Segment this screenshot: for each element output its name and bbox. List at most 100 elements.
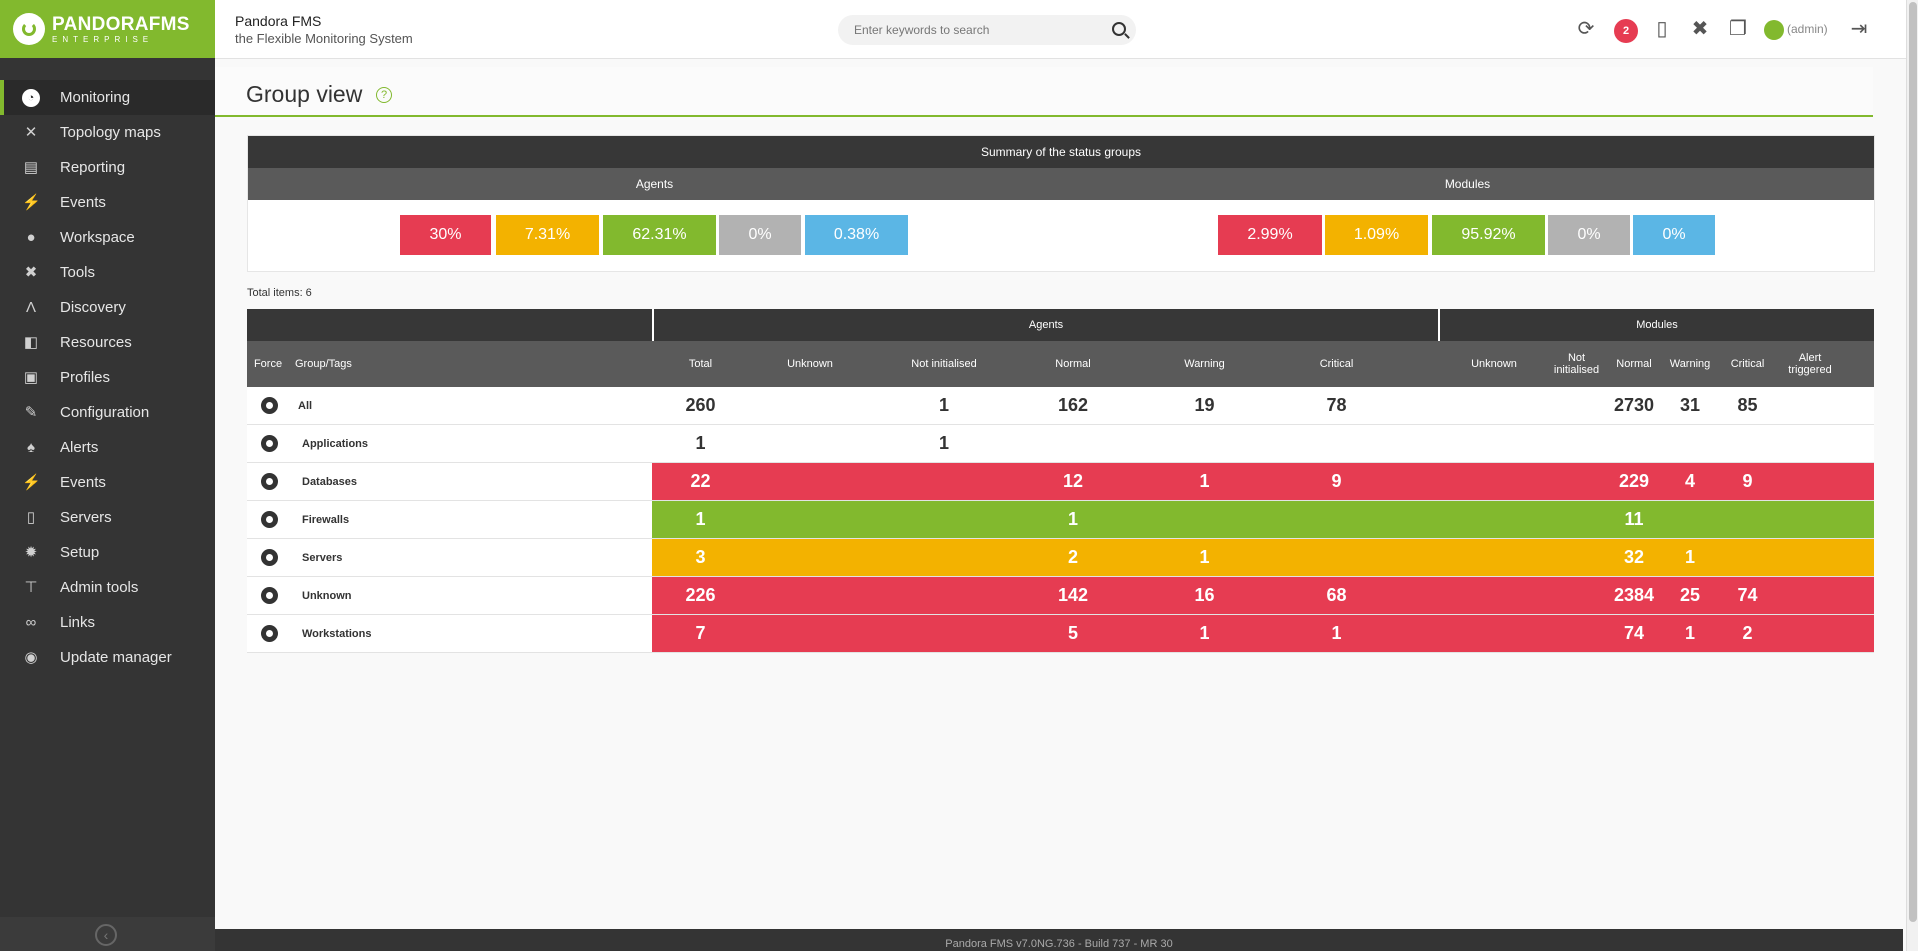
sidebar-item-links[interactable]: ∞ Links [0, 605, 215, 640]
cell-m-critical[interactable]: 74 [1737, 585, 1758, 605]
cell-normal[interactable]: 1 [1067, 509, 1078, 529]
sidebar-item-servers[interactable]: ▯ Servers [0, 500, 215, 535]
table-row[interactable]: Servers 3 2 1 32 1 [247, 539, 1874, 577]
force-refresh-radio[interactable] [261, 511, 278, 528]
sidebar-item-reporting[interactable]: ▤ Reporting [0, 150, 215, 185]
refresh-icon[interactable]: ⟳ [1577, 18, 1595, 40]
sidebar-item-workspace[interactable]: ● Workspace [0, 220, 215, 255]
server-status-icon[interactable]: ▯ [1656, 18, 1668, 40]
cell-normal[interactable]: 12 [1062, 471, 1084, 491]
cell-critical[interactable]: 9 [1331, 471, 1342, 491]
cell-m-warning[interactable]: 25 [1679, 585, 1701, 605]
cell-warning[interactable]: 1 [1199, 471, 1210, 491]
group-name-link[interactable]: Servers [302, 551, 343, 564]
cell-total[interactable]: 260 [685, 395, 716, 415]
sidebar-item-alerts[interactable]: ♠ Alerts [0, 430, 215, 465]
header-m-critical: Critical [1730, 358, 1765, 370]
cell-critical[interactable]: 78 [1326, 395, 1347, 415]
cell-not-init[interactable]: 1 [938, 395, 949, 415]
cell-m-warning[interactable]: 4 [1684, 471, 1695, 491]
group-name-link[interactable]: Unknown [302, 589, 352, 602]
table-row[interactable]: Applications 1 1 [247, 425, 1874, 463]
search-box[interactable] [838, 15, 1136, 45]
cell-total[interactable]: 1 [695, 509, 706, 529]
force-refresh-radio[interactable] [261, 473, 278, 490]
logout-icon[interactable]: ⇥ [1850, 18, 1868, 40]
cell-warning[interactable]: 16 [1194, 585, 1215, 605]
force-refresh-radio[interactable] [261, 549, 278, 566]
sidebar-item-discovery[interactable]: Λ Discovery [0, 290, 215, 325]
tools-icon[interactable]: ✖ [1691, 18, 1709, 40]
cell-warning[interactable]: 19 [1194, 395, 1215, 415]
cell-normal[interactable]: 5 [1067, 623, 1078, 643]
table-row[interactable]: Firewalls 1 1 11 [247, 501, 1874, 539]
sidebar-item-configuration[interactable]: ✎ Configuration [0, 395, 215, 430]
cell-normal[interactable]: 162 [1057, 395, 1089, 415]
cell-total[interactable]: 3 [695, 547, 706, 567]
cell-m-warning[interactable]: 1 [1684, 547, 1695, 567]
sidebar-item-setup[interactable]: ✹ Setup [0, 535, 215, 570]
help-icon[interactable]: ? [376, 87, 392, 103]
sidebar-item-admin-tools[interactable]: ⊤ Admin tools [0, 570, 215, 605]
collapse-sidebar-icon[interactable]: ‹ [95, 924, 117, 946]
cell-m-normal[interactable]: 11 [1624, 509, 1644, 529]
header-force: Force [253, 358, 283, 370]
cell-m-normal[interactable]: 32 [1623, 547, 1645, 567]
sidebar-item-label: Alerts [60, 439, 99, 456]
cell-m-normal[interactable]: 2730 [1613, 395, 1655, 415]
table-row[interactable]: Workstations 7 5 1 1 74 1 2 [247, 615, 1874, 653]
cell-m-critical[interactable]: 85 [1737, 395, 1758, 415]
cell-m-normal[interactable]: 229 [1618, 471, 1650, 491]
sidebar-item-events[interactable]: ⚡ Events [0, 185, 215, 220]
force-refresh-radio[interactable] [261, 397, 278, 414]
scrollbar-thumb[interactable] [1909, 2, 1917, 922]
cell-m-normal[interactable]: 2384 [1613, 585, 1655, 605]
copy-icon[interactable]: ❐ [1729, 18, 1747, 40]
user-name[interactable]: (admin) [1787, 22, 1828, 36]
cell-m-warning[interactable]: 1 [1684, 623, 1695, 643]
cell-warning[interactable]: 1 [1199, 547, 1210, 567]
search-icon[interactable] [1112, 22, 1126, 36]
sidebar-item-monitoring[interactable]: ◔ Monitoring [0, 80, 215, 115]
group-name-link[interactable]: Firewalls [302, 513, 350, 526]
sidebar-item-profiles[interactable]: ▣ Profiles [0, 360, 215, 395]
scrollbar[interactable] [1906, 0, 1918, 951]
force-refresh-radio[interactable] [261, 625, 278, 642]
group-name-link[interactable]: Databases [302, 475, 358, 488]
pandora-logo[interactable]: PANDORAFMS ENTERPRISE [0, 0, 215, 58]
cell-warning[interactable]: 1 [1199, 623, 1210, 643]
group-name-link[interactable]: Applications [302, 437, 369, 450]
cell-critical[interactable]: 68 [1326, 585, 1347, 605]
cell-total[interactable]: 22 [690, 471, 711, 491]
notification-badge[interactable]: 2 [1614, 19, 1638, 43]
cell-total[interactable]: 226 [685, 585, 716, 605]
force-refresh-radio[interactable] [261, 435, 278, 452]
cell-m-critical[interactable]: 2 [1742, 623, 1753, 643]
cell-m-critical[interactable]: 9 [1742, 471, 1753, 491]
cell-critical[interactable]: 1 [1331, 623, 1342, 643]
avatar[interactable] [1764, 19, 1784, 40]
cell-total[interactable]: 1 [695, 433, 706, 453]
cell-total[interactable]: 7 [695, 623, 706, 643]
sidebar-item-tools[interactable]: ✖ Tools [0, 255, 215, 290]
force-refresh-radio[interactable] [261, 587, 278, 604]
table-row[interactable]: All 260 1 162 19 78 2730 31 85 [247, 387, 1874, 425]
cell-unknown [749, 615, 871, 652]
sidebar-item-update-manager[interactable]: ◉ Update manager [0, 640, 215, 675]
sidebar-item-label: Configuration [60, 404, 150, 421]
table-row[interactable]: Databases 22 12 1 9 229 4 9 [247, 463, 1874, 501]
events-admin-icon: ⚡ [22, 473, 41, 491]
cell-m-warning[interactable]: 31 [1679, 395, 1701, 415]
user-menu[interactable]: (admin) [1764, 18, 1828, 40]
table-row[interactable]: Unknown 226 142 16 68 2384 25 74 [247, 577, 1874, 615]
sidebar-item-events[interactable]: ⚡ Events [0, 465, 215, 500]
group-name-link[interactable]: Workstations [302, 627, 372, 640]
cell-m-normal[interactable]: 74 [1623, 623, 1645, 643]
search-input[interactable] [852, 22, 1096, 38]
sidebar-item-resources[interactable]: ◧ Resources [0, 325, 215, 360]
cell-normal[interactable]: 142 [1057, 585, 1089, 605]
sidebar-item-topology-maps[interactable]: ✕ Topology maps [0, 115, 215, 150]
cell-normal[interactable]: 2 [1067, 547, 1078, 567]
cell-not-init[interactable]: 1 [938, 433, 949, 453]
group-name-link[interactable]: All [298, 399, 313, 412]
